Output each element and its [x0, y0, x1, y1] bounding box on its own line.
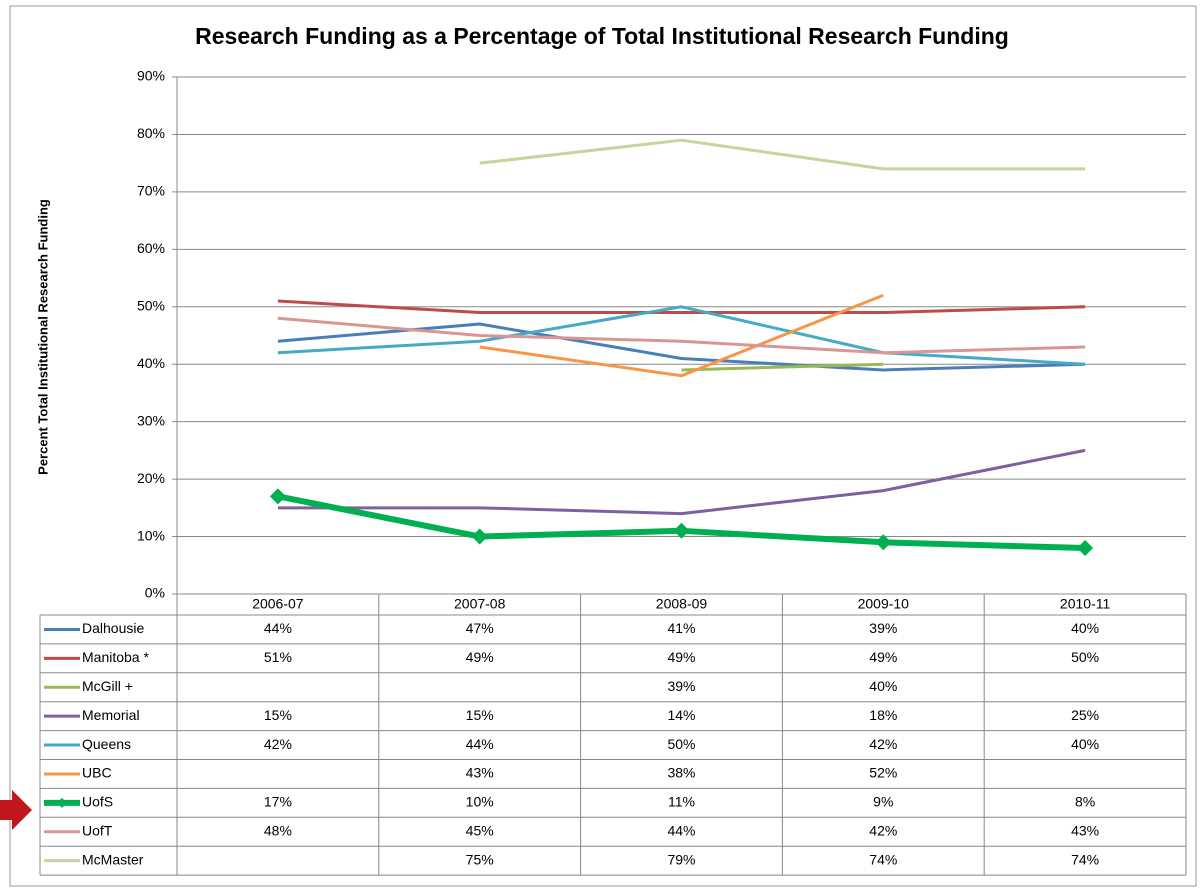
table-cell: 52%	[869, 765, 897, 781]
series-marker	[269, 488, 286, 505]
x-tick-label: 2010-11	[1060, 596, 1111, 612]
table-cell: 49%	[466, 649, 494, 665]
series-line	[277, 299, 1086, 315]
y-tick-label: 80%	[137, 125, 165, 141]
table-cell: 40%	[869, 678, 897, 694]
table-cell: 45%	[466, 822, 494, 838]
table-cell: 49%	[667, 649, 695, 665]
table-cell: 49%	[869, 649, 897, 665]
x-tick-label: 2007-08	[454, 596, 506, 612]
table-cell: 44%	[667, 822, 695, 838]
table-cell: 9%	[873, 794, 893, 810]
series-marker	[1077, 540, 1094, 557]
table-cell: 40%	[1071, 736, 1099, 752]
chart-title: Research Funding as a Percentage of Tota…	[195, 23, 1009, 49]
table-cell: 15%	[466, 707, 494, 723]
table-cell: 43%	[1071, 822, 1099, 838]
y-tick-label: 10%	[137, 527, 165, 543]
y-tick-label: 70%	[137, 183, 165, 199]
legend-label: Manitoba *	[82, 649, 149, 665]
table-cell: 40%	[1071, 620, 1099, 636]
table-cell: 42%	[869, 736, 897, 752]
table-cell: 51%	[264, 649, 292, 665]
x-tick-label: 2008-09	[656, 596, 708, 612]
table-cell: 43%	[466, 765, 494, 781]
legend-marker	[57, 797, 67, 808]
table-cell: 39%	[869, 620, 897, 636]
table-cell: 74%	[869, 851, 897, 867]
table-cell: 38%	[667, 765, 695, 781]
y-tick-label: 50%	[137, 297, 165, 313]
table-cell: 50%	[1071, 649, 1099, 665]
table-cell: 8%	[1075, 794, 1095, 810]
table-cell: 44%	[264, 620, 292, 636]
series-line	[681, 362, 884, 372]
y-tick-label: 0%	[145, 585, 165, 601]
series-line	[277, 305, 1086, 366]
legend-label: UofT	[82, 822, 113, 838]
table-cell: 18%	[869, 707, 897, 723]
legend-label: UBC	[82, 765, 112, 781]
table-cell: 47%	[466, 620, 494, 636]
legend-label: Memorial	[82, 707, 140, 723]
series-line	[277, 316, 1086, 355]
y-tick-label: 40%	[137, 355, 165, 371]
table-cell: 10%	[466, 794, 494, 810]
table-cell: 14%	[667, 707, 695, 723]
arrow	[0, 790, 32, 830]
chart-frame	[9, 5, 1197, 887]
series-marker	[875, 534, 892, 551]
series-line	[479, 138, 1086, 171]
table-cell: 50%	[667, 736, 695, 752]
table-cell: 25%	[1071, 707, 1099, 723]
series-line	[277, 448, 1086, 516]
table-cell: 42%	[264, 736, 292, 752]
legend-label: McMaster	[82, 851, 144, 867]
y-axis-label: Percent Total Institutional Research Fun…	[35, 199, 50, 475]
table-cell: 42%	[869, 822, 897, 838]
table-cell: 48%	[264, 822, 292, 838]
y-tick-label: 20%	[137, 470, 165, 486]
series-marker	[673, 522, 690, 539]
series-marker	[471, 528, 488, 545]
table-cell: 17%	[264, 794, 292, 810]
series-line	[479, 293, 884, 378]
y-tick-label: 90%	[137, 68, 165, 84]
table-cell: 11%	[668, 794, 695, 810]
legend-label: UofS	[82, 794, 113, 810]
legend-label: Queens	[82, 736, 131, 752]
table-cell: 44%	[466, 736, 494, 752]
legend-label: Dalhousie	[82, 620, 144, 636]
y-tick-label: 60%	[137, 240, 165, 256]
x-tick-label: 2009-10	[858, 596, 910, 612]
y-tick-label: 30%	[137, 412, 165, 428]
table-cell: 75%	[466, 851, 494, 867]
table-cell: 74%	[1071, 851, 1099, 867]
table-cell: 41%	[667, 620, 695, 636]
legend-label: McGill +	[82, 678, 133, 694]
x-tick-label: 2006-07	[252, 596, 304, 612]
table-cell: 79%	[667, 851, 695, 867]
table-cell: 39%	[667, 678, 695, 694]
table-cell: 15%	[264, 707, 292, 723]
